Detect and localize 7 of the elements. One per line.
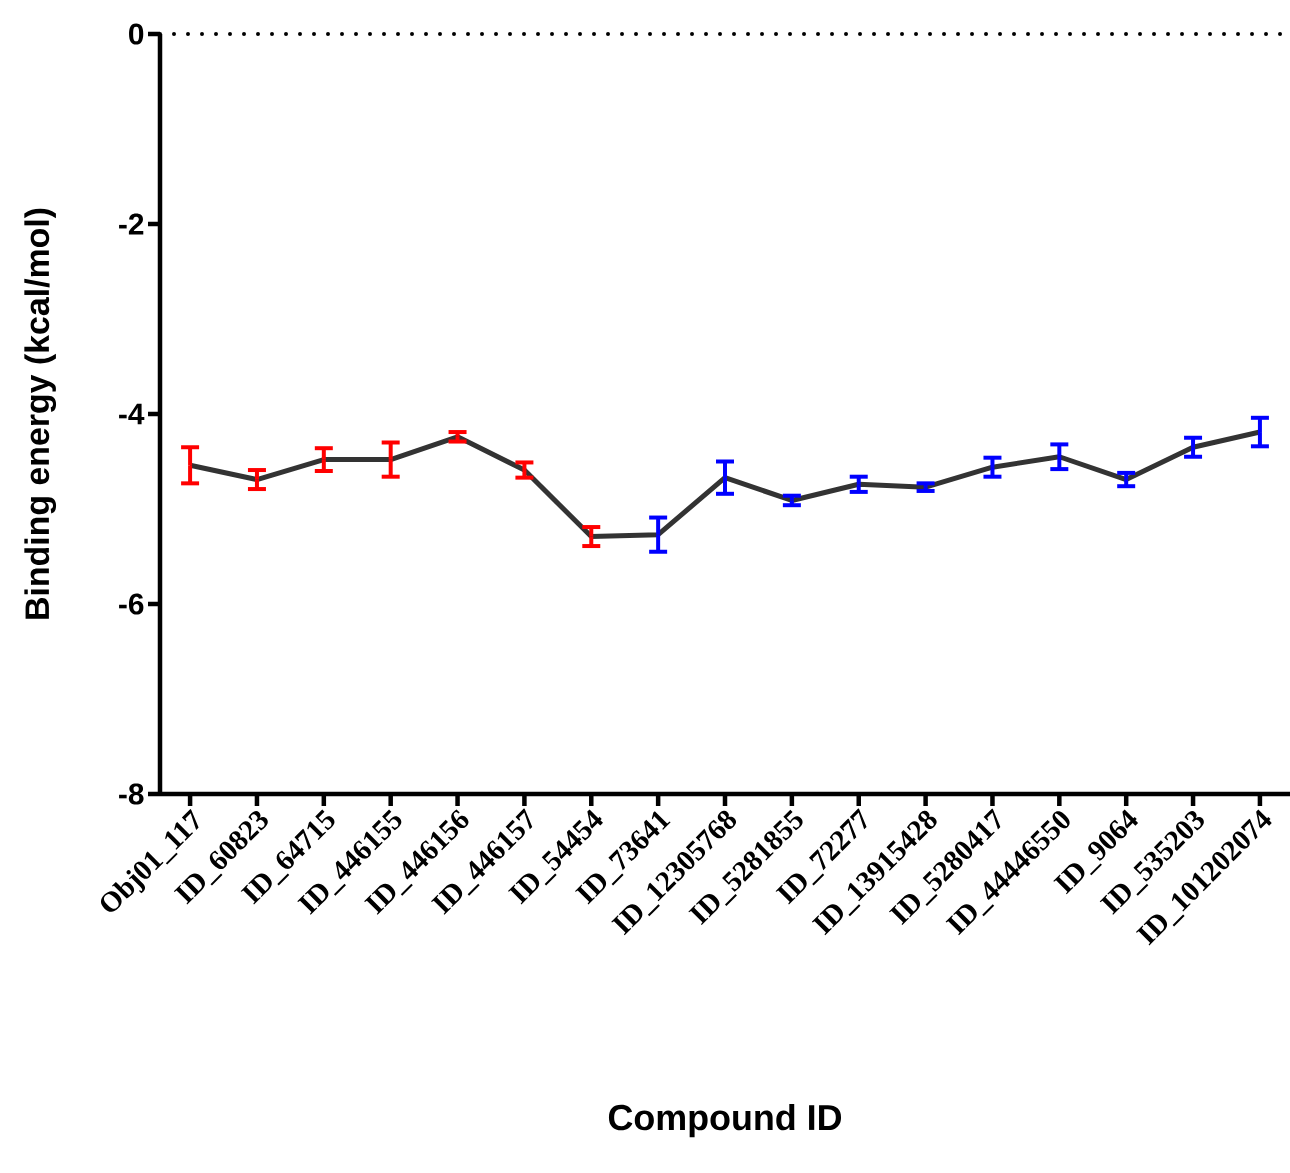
y-tick-label: -6 <box>119 593 144 615</box>
y-tick-label: -8 <box>119 783 144 805</box>
x-axis-title: Compound ID <box>608 1103 842 1138</box>
y-axis-title: Binding energy (kcal/mol) <box>24 208 57 619</box>
y-tick-label: -2 <box>119 213 144 235</box>
y-tick-label: 0 <box>129 23 144 45</box>
y-tick-label: -4 <box>119 403 145 425</box>
